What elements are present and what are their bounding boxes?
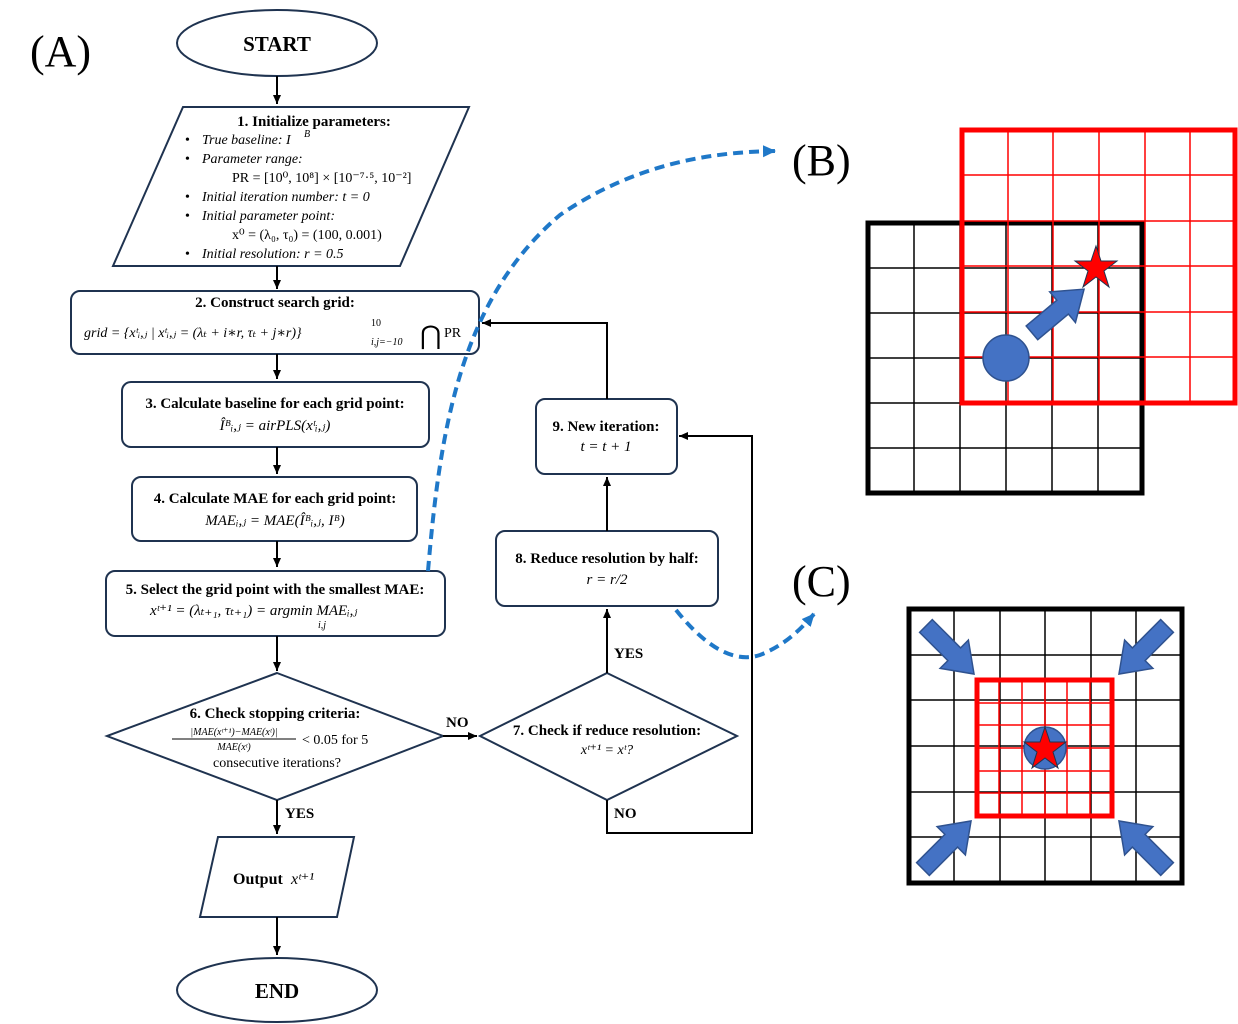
panel-b-grid-illustration: [865, 127, 1238, 496]
panel-c-red-grid: [974, 677, 1115, 819]
panel-c-arrow-top-left: [918, 618, 975, 675]
output-var: xᵗ⁺¹: [290, 871, 314, 888]
panel-c-black-grid: [906, 606, 1185, 886]
end-node: END: [176, 957, 378, 1023]
start-node: START: [176, 9, 378, 77]
panel-b-red-grid: [959, 127, 1238, 406]
step2-range-sub: i,j=−10: [371, 337, 403, 348]
step7-reduce-check: 7. Check if reduce resolution: xᵗ⁺¹ = xᵗ…: [477, 671, 740, 802]
step1-bullet-4: Initial parameter point:: [201, 209, 335, 224]
label-yes-stop: YES: [285, 806, 314, 822]
panel-b-move-arrow: [1025, 288, 1086, 341]
step6-condition: < 0.05 for 5: [302, 733, 368, 748]
panel-b-black-grid: [865, 220, 1145, 496]
step5-formula: xᵗ⁺¹ = (λₜ₊₁, τₜ₊₁) = argmin MAEᵢ,ⱼ: [149, 603, 357, 619]
svg-text:•: •: [185, 247, 190, 262]
step1-initialize: 1. Initialize parameters: • True baselin…: [111, 106, 471, 267]
step1-bullet-6: Initial resolution: r = 0.5: [201, 247, 344, 262]
step9-title: 9. New iteration:: [552, 419, 659, 435]
step1-bullet-1: Parameter range:: [201, 152, 303, 167]
step2-formula: grid = {xᵗᵢ,ⱼ | xᵗᵢ,ⱼ = (λₜ + i∗r, τₜ + …: [84, 326, 302, 341]
step7-title: 7. Check if reduce resolution:: [513, 723, 701, 739]
step2-title: 2. Construct search grid:: [195, 295, 355, 311]
panel-c-arrow-bottom-right: [1118, 820, 1175, 877]
step2-range-sup: 10: [371, 318, 381, 329]
dashed-link-to-panel-c: [674, 608, 816, 660]
step9-formula: t = t + 1: [580, 439, 631, 455]
panel-label-b: (B): [792, 136, 851, 185]
step2-cap: ⋂: [420, 321, 441, 350]
svg-text:•: •: [185, 133, 190, 148]
step6-numerator: |MAE(xᵗ⁺¹)−MAE(xᵗ)|: [190, 727, 277, 738]
step2-pr: PR: [444, 326, 462, 341]
step6-stopping-criteria: 6. Check stopping criteria: |MAE(xᵗ⁺¹)−M…: [104, 671, 446, 802]
step8-formula: r = r/2: [587, 572, 628, 588]
arrow-9-to-2: [482, 319, 608, 399]
svg-text:•: •: [185, 209, 190, 224]
step2-construct-grid: 2. Construct search grid: grid = {xᵗᵢ,ⱼ …: [70, 290, 480, 355]
step1-bullet-2: PR = [10⁰, 10⁸] × [10⁻⁷·⁵, 10⁻²]: [232, 171, 411, 186]
start-label: START: [243, 32, 311, 56]
step6-title: 6. Check stopping criteria:: [190, 706, 361, 722]
arrow-7-no-to-9: [606, 432, 753, 834]
svg-text:•: •: [185, 152, 190, 167]
label-yes-reduce: YES: [614, 646, 643, 662]
step5-sub: i,j: [318, 620, 326, 631]
panel-b-start-point: [982, 334, 1030, 382]
panel-label-a: (A): [30, 27, 91, 76]
step1-bullet-5: x⁰ = (λ₀, τ₀) = (100, 0.001): [232, 228, 382, 243]
panel-b-star-icon: [1073, 244, 1119, 289]
panel-c-star-icon: [1022, 725, 1068, 770]
step3-formula: Îᴮᵢ,ⱼ = airPLS(xᵗᵢ,ⱼ): [219, 417, 331, 434]
step3-title: 3. Calculate baseline for each grid poin…: [145, 396, 404, 412]
step5-select-point: 5. Select the grid point with the smalle…: [105, 570, 446, 637]
step9-new-iteration: 9. New iteration: t = t + 1: [535, 398, 678, 475]
panel-label-c: (C): [792, 557, 851, 606]
label-no-stop: NO: [446, 715, 469, 731]
panel-c-arrow-top-right: [1118, 618, 1175, 675]
step4-formula: MAEᵢ,ⱼ = MAE(Îᴮᵢ,ⱼ, Iᴮ): [204, 512, 345, 529]
panel-c-grid-illustration: [906, 606, 1185, 886]
step8-title: 8. Reduce resolution by half:: [515, 551, 698, 567]
dashed-link-to-panel-b: [426, 145, 776, 572]
panel-c-arrow-bottom-left: [915, 820, 972, 877]
step1-baseline-sup: B: [304, 129, 310, 140]
step6-denominator: MAE(xᵗ): [216, 742, 251, 753]
step3-calculate-baseline: 3. Calculate baseline for each grid poin…: [121, 381, 430, 448]
output-node: Output xᵗ⁺¹: [198, 836, 356, 918]
step1-title: 1. Initialize parameters:: [237, 114, 391, 130]
step8-reduce-resolution: 8. Reduce resolution by half: r = r/2: [495, 530, 719, 607]
step1-bullet-0: True baseline: I: [202, 133, 292, 148]
end-label: END: [255, 979, 299, 1003]
label-no-reduce: NO: [614, 806, 637, 822]
step6-line3: consecutive iterations?: [213, 756, 341, 771]
step7-formula: xᵗ⁺¹ = xᵗ?: [580, 743, 633, 758]
step4-calculate-mae: 4. Calculate MAE for each grid point: MA…: [131, 476, 418, 542]
svg-text:•: •: [185, 190, 190, 205]
output-label: Output: [233, 871, 283, 888]
step1-bullet-3: Initial iteration number: t = 0: [201, 190, 370, 205]
step5-title: 5. Select the grid point with the smalle…: [126, 582, 425, 598]
step4-title: 4. Calculate MAE for each grid point:: [154, 491, 397, 507]
